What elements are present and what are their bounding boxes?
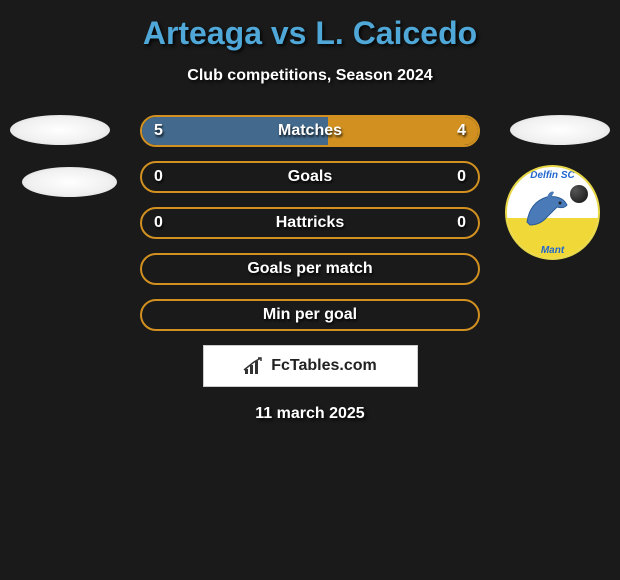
stat-value-left: 5 [154,122,163,140]
fctables-text: FcTables.com [271,357,377,375]
stat-label: Min per goal [263,306,357,324]
stat-value-left: 0 [154,214,163,232]
delfin-club-badge: Delfin SC Mant [505,165,600,260]
badge-top-text: Delfin SC [507,170,598,181]
date-text: 11 march 2025 [0,405,620,423]
badge-bottom-text: Mant [507,245,598,256]
main-container: Arteaga vs L. Caicedo Club competitions,… [0,0,620,433]
stat-value-right: 0 [457,214,466,232]
stat-row: 5 Matches 4 [140,115,480,147]
stat-label: Hattricks [276,214,344,232]
player-left-badge-1 [10,115,110,145]
stat-value-right: 4 [457,122,466,140]
ball-icon [570,185,588,203]
fctables-watermark: FcTables.com [203,345,418,387]
stat-label: Matches [278,122,342,140]
stat-label: Goals per match [247,260,372,278]
stat-row: Goals per match [140,253,480,285]
stat-row: 0 Goals 0 [140,161,480,193]
stat-label: Goals [288,168,332,186]
chart-icon [243,357,265,375]
stat-fill-right [328,117,478,145]
stat-value-left: 0 [154,168,163,186]
player-right-badge-1 [510,115,610,145]
comparison-title: Arteaga vs L. Caicedo [0,15,620,52]
stat-row: Min per goal [140,299,480,331]
subtitle: Club competitions, Season 2024 [0,67,620,85]
stat-value-right: 0 [457,168,466,186]
player-left-badge-2 [22,167,117,197]
stat-row: 0 Hattricks 0 [140,207,480,239]
stats-area: Delfin SC Mant 5 Matches 4 0 Goals 0 0 Hattrick… [0,115,620,423]
dolphin-icon [522,187,572,232]
